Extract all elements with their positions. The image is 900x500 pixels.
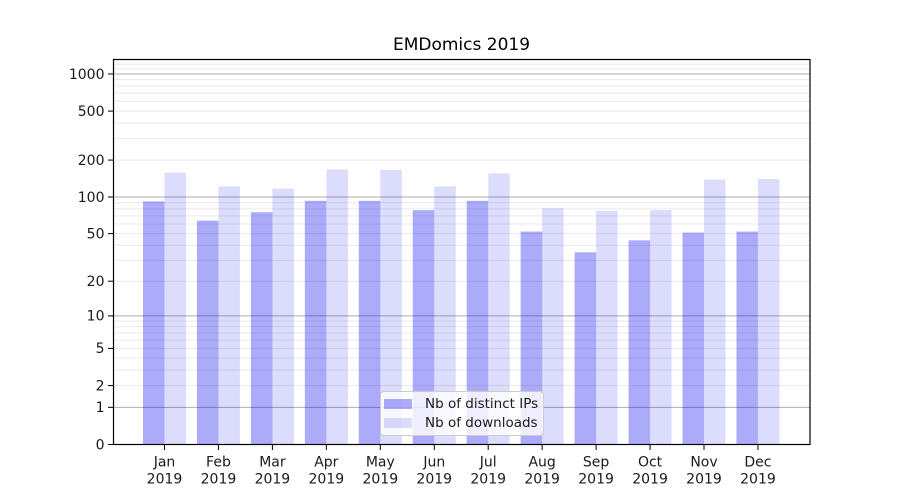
legend-label-distinct-ips: Nb of distinct IPs <box>425 396 539 413</box>
x-tick-label-month: Jun <box>422 455 445 471</box>
x-tick-label-month: Jul <box>479 455 497 471</box>
y-tick-label: 0 <box>96 437 105 453</box>
bar-distinct-ips <box>736 231 758 445</box>
x-tick-label-year: 2019 <box>686 472 722 488</box>
y-tick-label: 50 <box>87 226 105 242</box>
legend-item-downloads: Nb of downloads <box>384 414 538 431</box>
chart-title: EMDomics 2019 <box>392 35 531 55</box>
bar-downloads <box>164 172 186 445</box>
y-tick-label: 200 <box>78 153 105 169</box>
x-tick-label-year: 2019 <box>578 472 614 488</box>
y-tick-label: 1 <box>96 400 105 416</box>
bar-downloads <box>326 169 348 445</box>
x-tick-label-year: 2019 <box>416 472 452 488</box>
legend-swatch-distinct-ips <box>384 399 412 410</box>
x-tick-label-month: Aug <box>528 455 555 471</box>
x-tick-label-year: 2019 <box>201 472 237 488</box>
axes-frame <box>112 58 811 446</box>
x-tick-label-month: Dec <box>744 455 771 471</box>
x-tick-label-month: Sep <box>583 455 610 471</box>
x-tick-label-year: 2019 <box>524 472 560 488</box>
y-tick-label: 500 <box>78 104 105 120</box>
bar-downloads <box>434 186 456 445</box>
legend-item-distinct-ips: Nb of distinct IPs <box>384 396 539 413</box>
x-tick-label-year: 2019 <box>632 472 668 488</box>
x-tick-label-year: 2019 <box>255 472 291 488</box>
legend-swatch-downloads <box>384 417 412 428</box>
bar-distinct-ips <box>250 212 273 445</box>
x-tick-label-year: 2019 <box>740 472 776 488</box>
x-tick-label-year: 2019 <box>309 472 345 488</box>
bar-downloads <box>757 179 780 445</box>
x-tick-label-month: Oct <box>638 455 663 471</box>
y-tick-label: 10 <box>87 309 105 325</box>
bar-downloads <box>218 186 240 445</box>
bar-downloads <box>704 179 726 445</box>
x-tick-label-month: May <box>366 455 395 471</box>
bar-downloads <box>542 208 564 445</box>
y-tick-label: 100 <box>78 190 105 206</box>
bar-distinct-ips <box>466 200 489 445</box>
legend: Nb of distinct IPs Nb of downloads <box>380 391 544 436</box>
x-tick-label-month: Nov <box>690 455 717 471</box>
bar-downloads <box>488 173 510 445</box>
y-tick-label: 1000 <box>69 67 105 83</box>
bar-downloads <box>272 188 294 445</box>
bar-distinct-ips <box>358 200 381 445</box>
bar-downloads <box>650 210 672 445</box>
bar-distinct-ips <box>412 210 435 445</box>
legend-label-downloads: Nb of downloads <box>425 414 538 431</box>
x-tick-label-year: 2019 <box>362 472 398 488</box>
bar-distinct-ips <box>143 201 165 445</box>
x-tick-label-month: Apr <box>314 455 338 471</box>
bar-distinct-ips <box>574 252 597 445</box>
bar-distinct-ips <box>682 232 704 445</box>
bar-downloads <box>380 170 402 445</box>
bar-distinct-ips <box>304 200 327 445</box>
y-tick-label: 20 <box>87 274 105 290</box>
y-tick-label: 2 <box>96 378 105 394</box>
x-tick-label-year: 2019 <box>147 472 183 488</box>
bar-distinct-ips <box>196 220 219 445</box>
x-tick-label-year: 2019 <box>470 472 506 488</box>
y-tick-label: 5 <box>96 341 105 357</box>
bar-distinct-ips <box>628 240 651 445</box>
x-tick-label-month: Mar <box>259 455 286 471</box>
x-tick-label-month: Jan <box>153 455 176 471</box>
x-tick-label-month: Feb <box>206 455 231 471</box>
bar-downloads <box>596 210 618 445</box>
